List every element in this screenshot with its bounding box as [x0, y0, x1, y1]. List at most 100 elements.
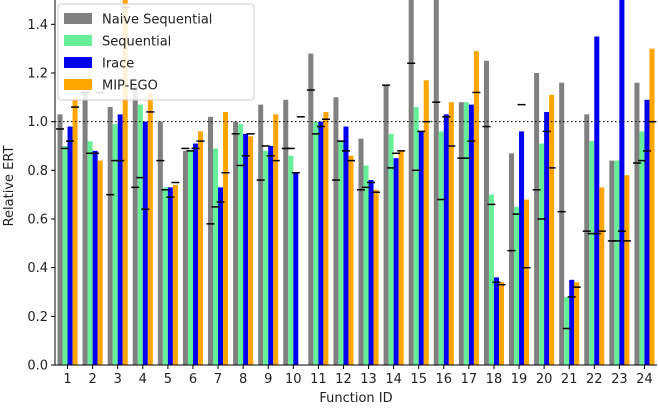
bar	[132, 85, 138, 366]
bar	[368, 180, 374, 365]
bar	[438, 131, 444, 365]
bar	[97, 160, 103, 365]
bar	[288, 155, 294, 365]
bar	[112, 124, 118, 365]
bar	[333, 97, 339, 365]
bar	[584, 114, 590, 365]
bar	[157, 121, 163, 366]
legend-swatch	[64, 57, 92, 68]
bar	[488, 194, 494, 365]
bar	[649, 48, 655, 366]
bar	[443, 114, 449, 365]
bar	[639, 131, 645, 365]
x-tick-label: 24	[636, 372, 653, 387]
bar	[559, 82, 565, 365]
axes: 0.00.20.40.60.81.01.21.41 2 3 4 5 6 7 8 9 10 11 12 1…	[27, 0, 657, 387]
bar	[137, 104, 143, 365]
bar	[519, 131, 525, 365]
y-tick-label: 0.6	[27, 213, 48, 228]
bar	[62, 146, 68, 365]
x-tick-label: 14	[385, 372, 402, 387]
legend-swatch	[64, 35, 92, 46]
bar	[258, 104, 264, 365]
bar	[338, 141, 344, 365]
bar	[348, 155, 354, 365]
bar	[483, 60, 489, 365]
bar	[609, 160, 615, 365]
bar	[187, 150, 193, 365]
x-tick-label: 13	[360, 372, 377, 387]
bar	[549, 94, 555, 366]
bar	[82, 92, 88, 365]
legend-label: MIP-EGO	[102, 79, 158, 94]
y-tick-label: 0.8	[27, 164, 48, 179]
x-tick-label: 19	[511, 372, 528, 387]
bar	[233, 121, 239, 366]
bar	[398, 150, 404, 365]
bar	[57, 114, 63, 365]
y-axis-title: Relative ERT	[2, 146, 17, 227]
x-tick-label: 22	[586, 372, 603, 387]
x-tick-label: 23	[611, 372, 628, 387]
bar	[197, 131, 203, 365]
bar	[122, 0, 128, 365]
bar	[624, 175, 630, 365]
bar	[614, 160, 620, 365]
y-tick-label: 1.0	[27, 115, 48, 130]
bar	[574, 282, 580, 365]
bar	[594, 36, 600, 365]
y-tick-label: 1.2	[27, 67, 48, 82]
legend-swatch	[64, 13, 92, 24]
bar	[358, 138, 364, 365]
bar	[534, 73, 540, 365]
bar	[72, 97, 78, 365]
bar	[524, 199, 530, 365]
x-tick-label: 17	[461, 372, 478, 387]
bar	[473, 51, 479, 365]
bar	[539, 143, 545, 365]
y-tick-label: 0.2	[27, 310, 48, 325]
y-tick-label: 1.4	[27, 18, 48, 33]
bar	[343, 126, 349, 366]
bar	[248, 136, 254, 365]
x-tick-label: 5	[164, 372, 172, 387]
bar	[589, 141, 595, 365]
bar	[433, 0, 439, 365]
y-tick-label: 0.0	[27, 359, 48, 374]
bar	[243, 133, 249, 365]
bar	[644, 99, 650, 366]
bar	[408, 0, 414, 365]
x-axis-title: Function ID	[319, 391, 392, 406]
bar	[418, 131, 424, 365]
bar	[313, 121, 319, 366]
bar	[363, 165, 369, 365]
bar	[238, 124, 244, 365]
x-tick-label: 21	[561, 372, 578, 387]
x-tick-label: 3	[114, 372, 122, 387]
bar	[318, 121, 324, 366]
bar	[283, 99, 289, 366]
bar	[564, 296, 570, 365]
bar	[273, 114, 279, 365]
bar	[87, 141, 93, 365]
bar	[182, 150, 188, 365]
bar	[413, 107, 419, 366]
bar	[514, 206, 520, 365]
x-tick-label: 18	[486, 372, 503, 387]
bar	[67, 126, 73, 366]
x-tick-label: 15	[410, 372, 427, 387]
bar	[569, 279, 575, 365]
bar	[293, 172, 299, 365]
y-tick-label: 0.4	[27, 261, 48, 276]
bar	[493, 277, 499, 365]
x-tick-label: 16	[436, 372, 453, 387]
x-tick-label: 20	[536, 372, 553, 387]
legend-label: Sequential	[102, 35, 171, 50]
bar	[167, 187, 173, 365]
bar	[634, 82, 640, 365]
bar	[308, 53, 314, 366]
x-tick-label: 7	[214, 372, 222, 387]
bar	[172, 184, 178, 365]
